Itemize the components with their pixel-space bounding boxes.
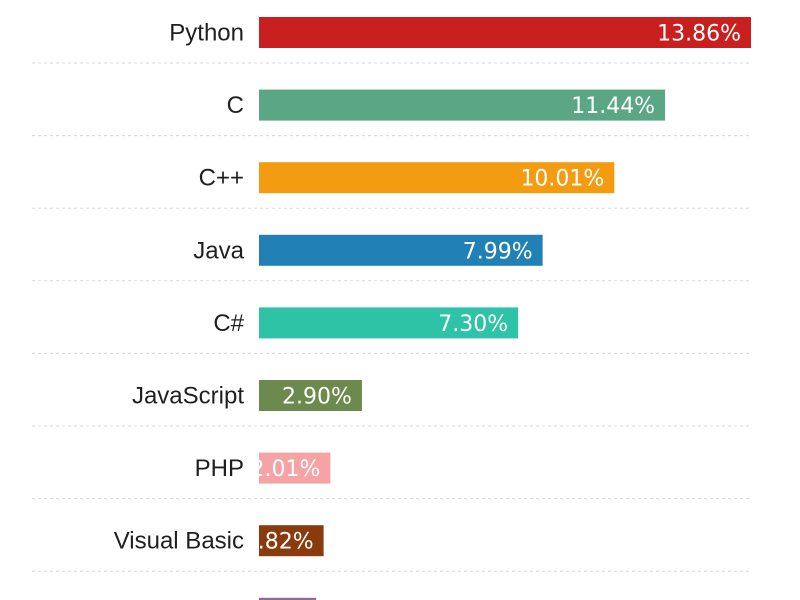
- value-label: 1.82%: [244, 530, 314, 555]
- bar-row-7: Visual Basic 1.82%: [32, 525, 752, 572]
- bar: [259, 17, 751, 48]
- value-label: 7.99%: [463, 239, 533, 264]
- category-label: C++: [199, 165, 244, 192]
- bar-row-1: C 11.44%: [32, 89, 752, 137]
- bar: [259, 525, 324, 557]
- value-label: 13.86%: [657, 22, 741, 47]
- category-label: C: [227, 92, 244, 119]
- bar-row-8: SQL1.61%: [259, 597, 317, 600]
- bar: [259, 597, 317, 600]
- category-label: Visual Basic: [114, 528, 244, 555]
- bar: [259, 307, 519, 339]
- bar-row-5: JavaScript 2.90%: [32, 380, 752, 427]
- bar-row-2: C++ 10.01%: [32, 162, 752, 209]
- category-label: Python: [169, 20, 244, 47]
- category-label: C#: [213, 310, 244, 337]
- bar: [259, 234, 543, 266]
- category-label: PHP: [195, 455, 244, 482]
- value-label: 2.90%: [282, 385, 352, 410]
- value-label: 2.01%: [250, 457, 320, 482]
- bar-row-0: Python 13.86%: [32, 17, 752, 64]
- bar-row-3: Java 7.99%: [32, 234, 752, 282]
- bar-row-6: PHP 2.01%: [32, 452, 752, 500]
- bar: [259, 162, 615, 194]
- bar: [259, 380, 362, 411]
- value-label: 11.44%: [571, 94, 655, 119]
- value-label: 10.01%: [520, 167, 604, 192]
- bar: [259, 89, 666, 121]
- category-label: JavaScript: [132, 383, 244, 410]
- category-label: Java: [193, 237, 244, 264]
- bar: [259, 452, 331, 484]
- bar-row-4: C# 7.30%: [32, 307, 752, 354]
- value-label: 7.30%: [438, 312, 508, 337]
